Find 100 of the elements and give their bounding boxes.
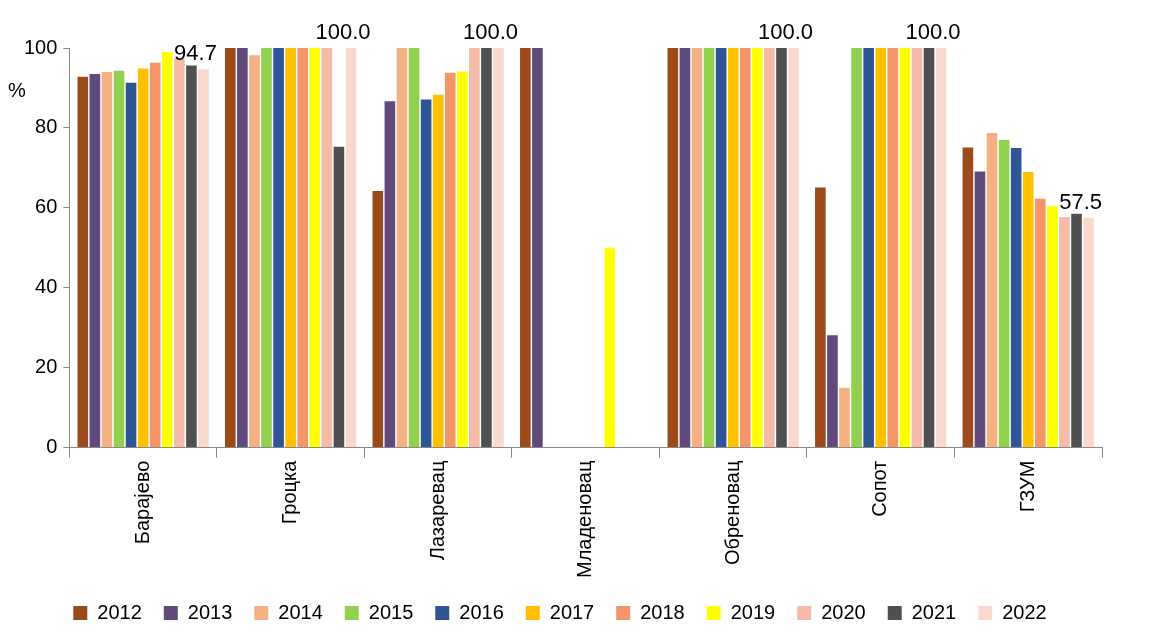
bar <box>739 48 751 448</box>
bar <box>1035 198 1046 448</box>
bar <box>273 48 284 448</box>
bar <box>532 48 543 448</box>
data-label: 100.0 <box>758 19 814 45</box>
bar <box>321 48 333 448</box>
bar <box>962 147 974 448</box>
legend-label: 2017 <box>549 600 595 623</box>
bar <box>372 191 384 448</box>
bar <box>481 48 492 448</box>
x-tick-label: Сопот <box>868 460 891 517</box>
y-tick-label: 20 <box>35 355 58 378</box>
x-tick-label: Лазаревац <box>425 460 448 561</box>
bar <box>974 171 986 448</box>
bar <box>1047 206 1058 448</box>
bar <box>776 48 787 448</box>
y-axis-title: % <box>8 79 26 102</box>
bar <box>408 48 420 448</box>
legend-label: 2012 <box>97 600 142 623</box>
bar <box>493 48 504 448</box>
bar <box>345 48 357 448</box>
bar <box>237 48 248 448</box>
bar <box>420 99 432 448</box>
bar <box>161 52 173 448</box>
bar <box>887 48 899 448</box>
bar <box>827 335 838 448</box>
bar <box>249 55 260 448</box>
bar <box>149 62 161 448</box>
bar <box>986 133 998 448</box>
bar <box>764 48 775 448</box>
bar <box>667 48 679 448</box>
bar <box>224 48 236 448</box>
y-tick-label: 80 <box>35 115 58 138</box>
x-tick-label: Барајево <box>130 460 153 545</box>
bar <box>851 48 862 448</box>
bar <box>396 48 408 448</box>
bar <box>1010 147 1022 448</box>
bar <box>384 101 396 448</box>
bar <box>863 48 874 448</box>
data-label: 100.0 <box>315 19 371 45</box>
legend-label: 2013 <box>187 600 233 623</box>
bar <box>788 48 799 448</box>
data-label: 57.5 <box>1059 188 1102 214</box>
bar <box>261 48 272 448</box>
bar <box>198 69 209 448</box>
bar <box>715 48 727 448</box>
bar <box>444 72 456 448</box>
legend-label: 2015 <box>368 600 414 623</box>
bar <box>703 48 715 448</box>
bar <box>1022 171 1034 448</box>
bar <box>174 58 185 448</box>
bar <box>297 48 309 448</box>
bar <box>101 71 113 448</box>
legend-label: 2020 <box>821 600 866 623</box>
data-label: 100.0 <box>462 19 519 45</box>
x-tick-label: Младеновац <box>573 460 596 579</box>
bar <box>998 139 1010 448</box>
bar <box>899 48 911 448</box>
legend-label: 2014 <box>278 600 323 623</box>
legend-label: 2018 <box>640 600 685 623</box>
legend-label: 2019 <box>730 600 776 623</box>
x-tick-label: Обреновац <box>720 460 743 566</box>
bar <box>691 48 703 448</box>
bar <box>604 247 616 448</box>
bar <box>1071 213 1082 448</box>
bar <box>1083 217 1094 448</box>
bar <box>137 68 149 448</box>
y-tick-label: 60 <box>35 195 58 218</box>
bar <box>923 48 935 448</box>
bar <box>113 70 125 448</box>
bar <box>457 71 468 448</box>
bar <box>679 48 691 448</box>
bar <box>815 187 826 448</box>
bar <box>186 65 197 448</box>
legend-label: 2016 <box>459 600 504 623</box>
bar <box>77 76 89 448</box>
bar <box>752 48 763 448</box>
bar <box>935 48 947 448</box>
bar <box>839 387 850 448</box>
data-label: 94.7 <box>174 40 217 66</box>
y-tick-label: 0 <box>46 435 58 458</box>
x-tick-label: ГЗУМ <box>1015 460 1038 513</box>
bar <box>333 146 345 448</box>
bar <box>727 48 739 448</box>
legend-label: 2022 <box>1002 600 1047 623</box>
bar <box>309 48 321 448</box>
bar <box>432 94 444 448</box>
y-tick-label: 100 <box>23 35 58 58</box>
bar <box>125 82 137 448</box>
bar <box>469 48 480 448</box>
bar <box>1059 217 1070 448</box>
bar <box>285 48 296 448</box>
bar <box>520 48 531 448</box>
bar <box>875 48 887 448</box>
data-label: 100.0 <box>905 19 961 45</box>
y-tick-label: 40 <box>35 275 58 298</box>
bar <box>89 73 101 448</box>
bar <box>911 48 923 448</box>
x-tick-label: Гроцка <box>278 459 301 525</box>
legend-label: 2021 <box>911 600 957 623</box>
